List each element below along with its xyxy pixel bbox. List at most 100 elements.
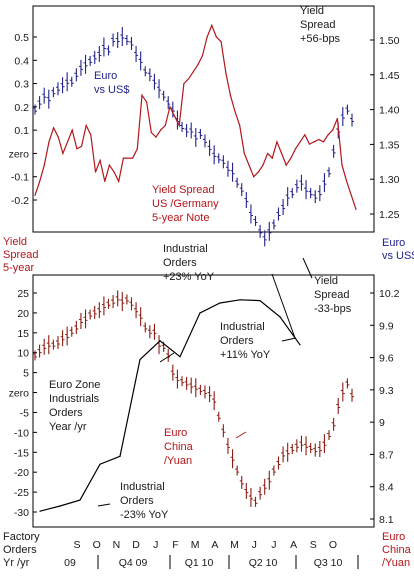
yield-spread-point xyxy=(234,110,236,113)
top-right-axis-title-line-1: Euro xyxy=(382,237,405,249)
euro-cny-bar xyxy=(285,442,290,462)
euro-cny-bar xyxy=(106,298,111,309)
left-tick-label: zero xyxy=(9,148,30,160)
euro-cny-bar xyxy=(262,478,267,495)
euro-cny-bar xyxy=(350,388,354,402)
euro-cny-bar xyxy=(60,330,65,347)
euro-usd-bar xyxy=(60,77,65,94)
yield-spread-point xyxy=(169,106,171,108)
yield-spread-point xyxy=(66,141,69,143)
yield-spread-point xyxy=(294,148,297,150)
euro-cny-bar xyxy=(152,323,157,340)
yield-spread-point xyxy=(313,141,315,143)
leader-line-orders-plus11-tip xyxy=(281,337,297,342)
yield-spread-point xyxy=(350,194,352,196)
right-tick-label: 1.50 xyxy=(379,35,400,47)
euro-usd-bar xyxy=(340,107,345,127)
yield-spread-point xyxy=(132,157,134,159)
left-tick-label: -10 xyxy=(14,427,29,439)
yield-spread-point xyxy=(229,94,231,96)
euro-usd-bar xyxy=(235,177,240,188)
right-tick-label: 8.7 xyxy=(379,449,394,461)
yield-spread-point xyxy=(285,164,287,166)
euro-cny-bar xyxy=(327,430,332,441)
euro-usd-bar xyxy=(267,221,272,241)
euro-cny-bar xyxy=(207,386,212,403)
left-tick-label: 15 xyxy=(17,328,29,340)
euro-zone-orders-point xyxy=(199,312,201,314)
euro-usd-bar xyxy=(74,68,79,82)
euro-cny-bar xyxy=(225,437,230,454)
euro-cny-bar xyxy=(74,320,79,334)
euro-cny-bar xyxy=(230,449,235,469)
euro-cny-bar xyxy=(313,443,318,457)
yield-spread-point xyxy=(276,141,278,143)
annotation-yield-spread-low-line-1: Yield xyxy=(314,275,338,287)
annotation-yield-spread-high-line-2: Spread xyxy=(300,19,335,31)
euro-cny-bar xyxy=(184,376,189,390)
yield-spread-point xyxy=(76,148,78,150)
top-left-axis-title-line-2: Spread xyxy=(3,249,38,261)
euro-cny-bar xyxy=(83,309,88,329)
euro-usd-bar xyxy=(308,188,313,199)
left-tick-label: -15 xyxy=(14,447,29,459)
euro-cny-bar xyxy=(115,290,120,307)
euro-usd-bar xyxy=(216,153,221,164)
x-group-label: 09 xyxy=(64,557,76,569)
left-tick-label: -25 xyxy=(14,487,29,499)
euro-cny-bar xyxy=(336,398,341,414)
yield-spread-point xyxy=(183,82,185,85)
yield-spread-point xyxy=(280,152,283,155)
euro-zone-orders-point xyxy=(219,302,221,304)
euro-usd-bar xyxy=(92,50,97,64)
bottom-left-axis-title-line-3: Yr /yr xyxy=(3,557,30,569)
euro-zone-orders-point xyxy=(159,340,161,342)
euro-cny-bar xyxy=(129,297,134,311)
euro-usd-bar xyxy=(271,219,276,230)
euro-cny-bar xyxy=(78,312,83,329)
euro-cny-bar xyxy=(253,496,258,507)
euro-usd-bar xyxy=(51,87,56,98)
annotation-euro-zone-orders-line-3: Orders xyxy=(49,407,83,419)
yield-spread-point xyxy=(141,94,143,96)
euro-usd-bar xyxy=(143,66,148,77)
yield-spread-point xyxy=(341,164,343,166)
x-month-label: J xyxy=(271,539,276,551)
annotation-euro-zone-orders-line-2: Industrials xyxy=(49,393,100,405)
annotation-orders-plus23-line-2: Orders xyxy=(163,257,197,269)
left-tick-label: 0.2 xyxy=(14,102,29,114)
yield-spread-point xyxy=(150,131,152,134)
euro-cny-bar xyxy=(120,292,125,312)
euro-usd-bar xyxy=(221,155,226,169)
yield-spread-point xyxy=(113,171,115,173)
euro-zone-orders-point xyxy=(299,344,301,346)
euro-usd-bar xyxy=(120,27,125,47)
leader-line-orders-plus11 xyxy=(271,273,296,339)
yield-spread-point xyxy=(118,180,120,182)
left-tick-label: 20 xyxy=(17,308,29,320)
euro-usd-bar xyxy=(42,87,47,104)
euro-cny-bar xyxy=(248,487,253,507)
euro-cny-bar xyxy=(69,326,74,337)
x-month-label: M xyxy=(230,539,239,551)
x-month-label: A xyxy=(211,539,218,551)
leader-line-euro-zone xyxy=(159,352,175,363)
euro-cny-bar xyxy=(340,382,345,402)
right-tick-label: 1.45 xyxy=(379,70,400,82)
euro-cny-bar xyxy=(244,483,249,500)
bottom-left-axis-title-line-2: Orders xyxy=(3,544,37,556)
right-tick-label: 1.40 xyxy=(379,105,400,117)
annotation-orders-plus11-line-1: Industrial xyxy=(220,321,265,333)
right-tick-label: 9.3 xyxy=(379,385,394,397)
yield-spread-point xyxy=(262,164,264,166)
right-tick-label: 8.4 xyxy=(379,482,394,494)
euro-cny-bar xyxy=(88,309,93,320)
right-tick-label: 8.1 xyxy=(379,514,394,526)
euro-usd-bar xyxy=(262,230,267,247)
euro-cny-bar xyxy=(322,434,327,454)
yield-spread-point xyxy=(39,180,41,182)
yield-spread-point xyxy=(215,36,218,38)
euro-usd-bar xyxy=(304,180,309,200)
